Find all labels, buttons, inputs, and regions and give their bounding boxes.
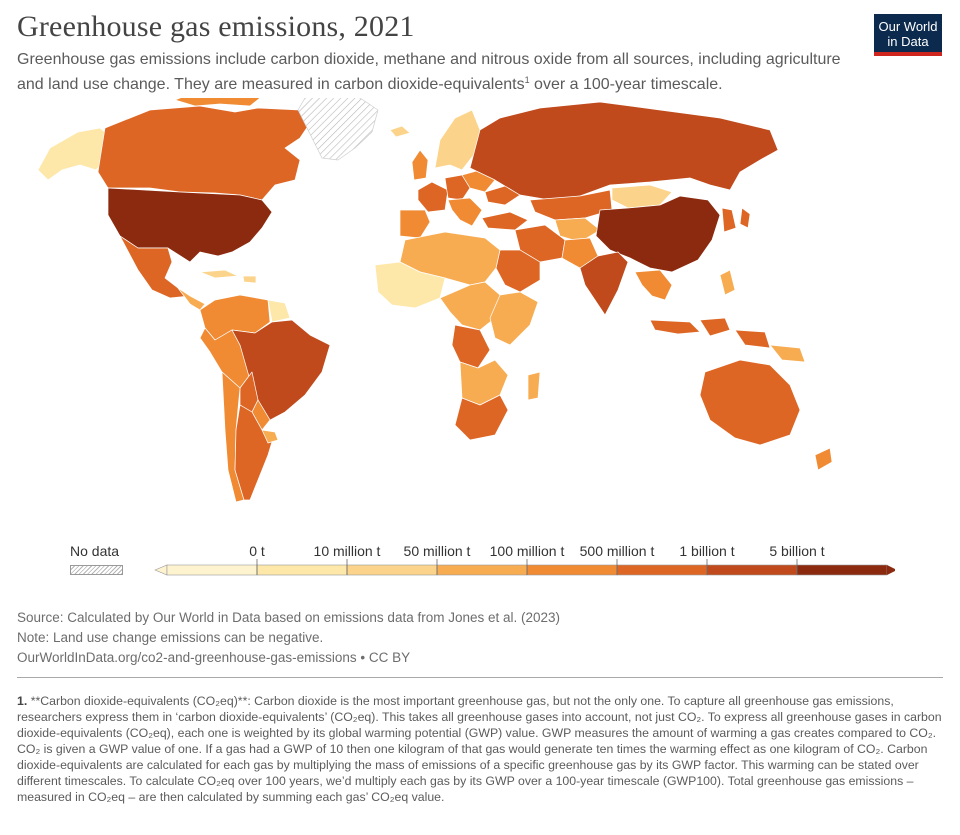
country-region-southeast-asia[interactable]: [634, 269, 673, 301]
country-region-philippines[interactable]: [719, 269, 736, 296]
country-region-argentina[interactable]: [234, 404, 276, 501]
country-region-uk-ireland[interactable]: [411, 149, 429, 181]
legend-bin-4[interactable]: [526, 564, 618, 576]
logo-line-2: in Data: [887, 34, 929, 49]
footnote-number: 1.: [17, 694, 28, 708]
legend-no-data-swatch[interactable]: [70, 565, 123, 575]
chart-title: Greenhouse gas emissions, 2021: [17, 10, 415, 43]
legend-tick-label-2: 50 million t: [404, 543, 471, 559]
country-region-east-africa[interactable]: [489, 291, 539, 346]
legend-bin-5[interactable]: [616, 564, 708, 576]
logo-line-1: Our World: [878, 19, 938, 34]
footnote-reference[interactable]: 1: [524, 75, 530, 85]
divider: [17, 677, 943, 678]
legend-bin-3[interactable]: [436, 564, 528, 576]
legend-arrow-left: [154, 564, 168, 576]
country-region-italy-balkans[interactable]: [447, 197, 483, 227]
country-region-india[interactable]: [579, 251, 629, 316]
country-region-new-zealand[interactable]: [814, 447, 833, 471]
legend-tick-label-6: 5 billion t: [769, 543, 824, 559]
note-line: Note: Land use change emissions can be n…: [17, 630, 324, 645]
country-region-iceland[interactable]: [389, 125, 411, 138]
country-region-greenland[interactable]: [297, 98, 379, 161]
legend-tick-label-4: 500 million t: [580, 543, 655, 559]
country-region-central-asia[interactable]: [554, 217, 601, 243]
country-region-korea-japan[interactable]: [721, 207, 751, 233]
legend-bin-2[interactable]: [346, 564, 438, 576]
subtitle-text: Greenhouse gas emissions include carbon …: [17, 51, 841, 93]
footnote: 1. **Carbon dioxide-equivalents (CO₂eq)*…: [17, 693, 942, 805]
country-region-kazakhstan[interactable]: [529, 189, 613, 221]
legend-bin-7[interactable]: [796, 564, 888, 576]
country-region-south-africa[interactable]: [454, 394, 509, 441]
legend-color-scale: 0 t 10 million t 50 million t 100 million t…: [154, 543, 895, 576]
legend-bin-1[interactable]: [256, 564, 348, 576]
country-region-indonesia[interactable]: [649, 317, 771, 349]
legend-tick-label-0: 0 t: [249, 543, 265, 559]
chart-subtitle: Greenhouse gas emissions include carbon …: [17, 50, 867, 95]
country-region-france[interactable]: [417, 181, 449, 213]
country-region-germany-central-europe[interactable]: [444, 174, 471, 201]
country-region-china[interactable]: [595, 195, 721, 273]
country-region-alaska[interactable]: [37, 127, 109, 181]
country-region-cuba[interactable]: [199, 269, 239, 279]
subtitle-text-end: over a 100-year timescale.: [529, 76, 723, 93]
country-region-australia[interactable]: [699, 359, 801, 446]
country-region-saudi-arabia[interactable]: [495, 249, 541, 293]
legend-tick-label-1: 10 million t: [314, 543, 381, 559]
source-line[interactable]: Source: Calculated by Our World in Data …: [17, 610, 561, 625]
legend-no-data-label: No data: [70, 543, 120, 559]
country-region-ukraine[interactable]: [484, 185, 521, 206]
url-line[interactable]: OurWorldInData.org/co2-and-greenhouse-ga…: [17, 650, 411, 665]
country-region-iberia[interactable]: [399, 209, 431, 239]
legend-tick-label-3: 100 million t: [490, 543, 565, 559]
country-region-madagascar[interactable]: [527, 371, 541, 401]
country-region-hispaniola[interactable]: [242, 275, 257, 284]
country-region-papua-new-guinea[interactable]: [769, 344, 806, 363]
country-region-canada[interactable]: [97, 105, 313, 201]
country-region-guianas[interactable]: [267, 299, 291, 323]
country-region-drc[interactable]: [451, 324, 491, 369]
legend-tick-label-5: 1 billion t: [679, 543, 734, 559]
country-region-central-america[interactable]: [177, 287, 206, 311]
sources-block: Source: Calculated by Our World in Data …: [17, 608, 560, 668]
legend-bin-6[interactable]: [706, 564, 798, 576]
country-region-uruguay[interactable]: [261, 429, 279, 444]
legend-arrow-right: [887, 565, 895, 575]
legend-bin-0[interactable]: [166, 564, 258, 576]
country-region-turkey[interactable]: [481, 211, 529, 231]
country-region-canada-islands[interactable]: [174, 98, 261, 107]
footnote-text: **Carbon dioxide-equivalents (CO₂eq)**: …: [17, 694, 942, 804]
owid-logo[interactable]: Our World in Data: [874, 14, 942, 56]
world-map: [37, 98, 833, 503]
country-region-russia[interactable]: [469, 101, 779, 201]
